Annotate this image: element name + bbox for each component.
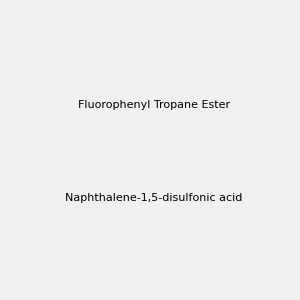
Text: Fluorophenyl Tropane Ester: Fluorophenyl Tropane Ester — [78, 100, 230, 110]
Text: Naphthalene-1,5-disulfonic acid: Naphthalene-1,5-disulfonic acid — [65, 193, 242, 203]
